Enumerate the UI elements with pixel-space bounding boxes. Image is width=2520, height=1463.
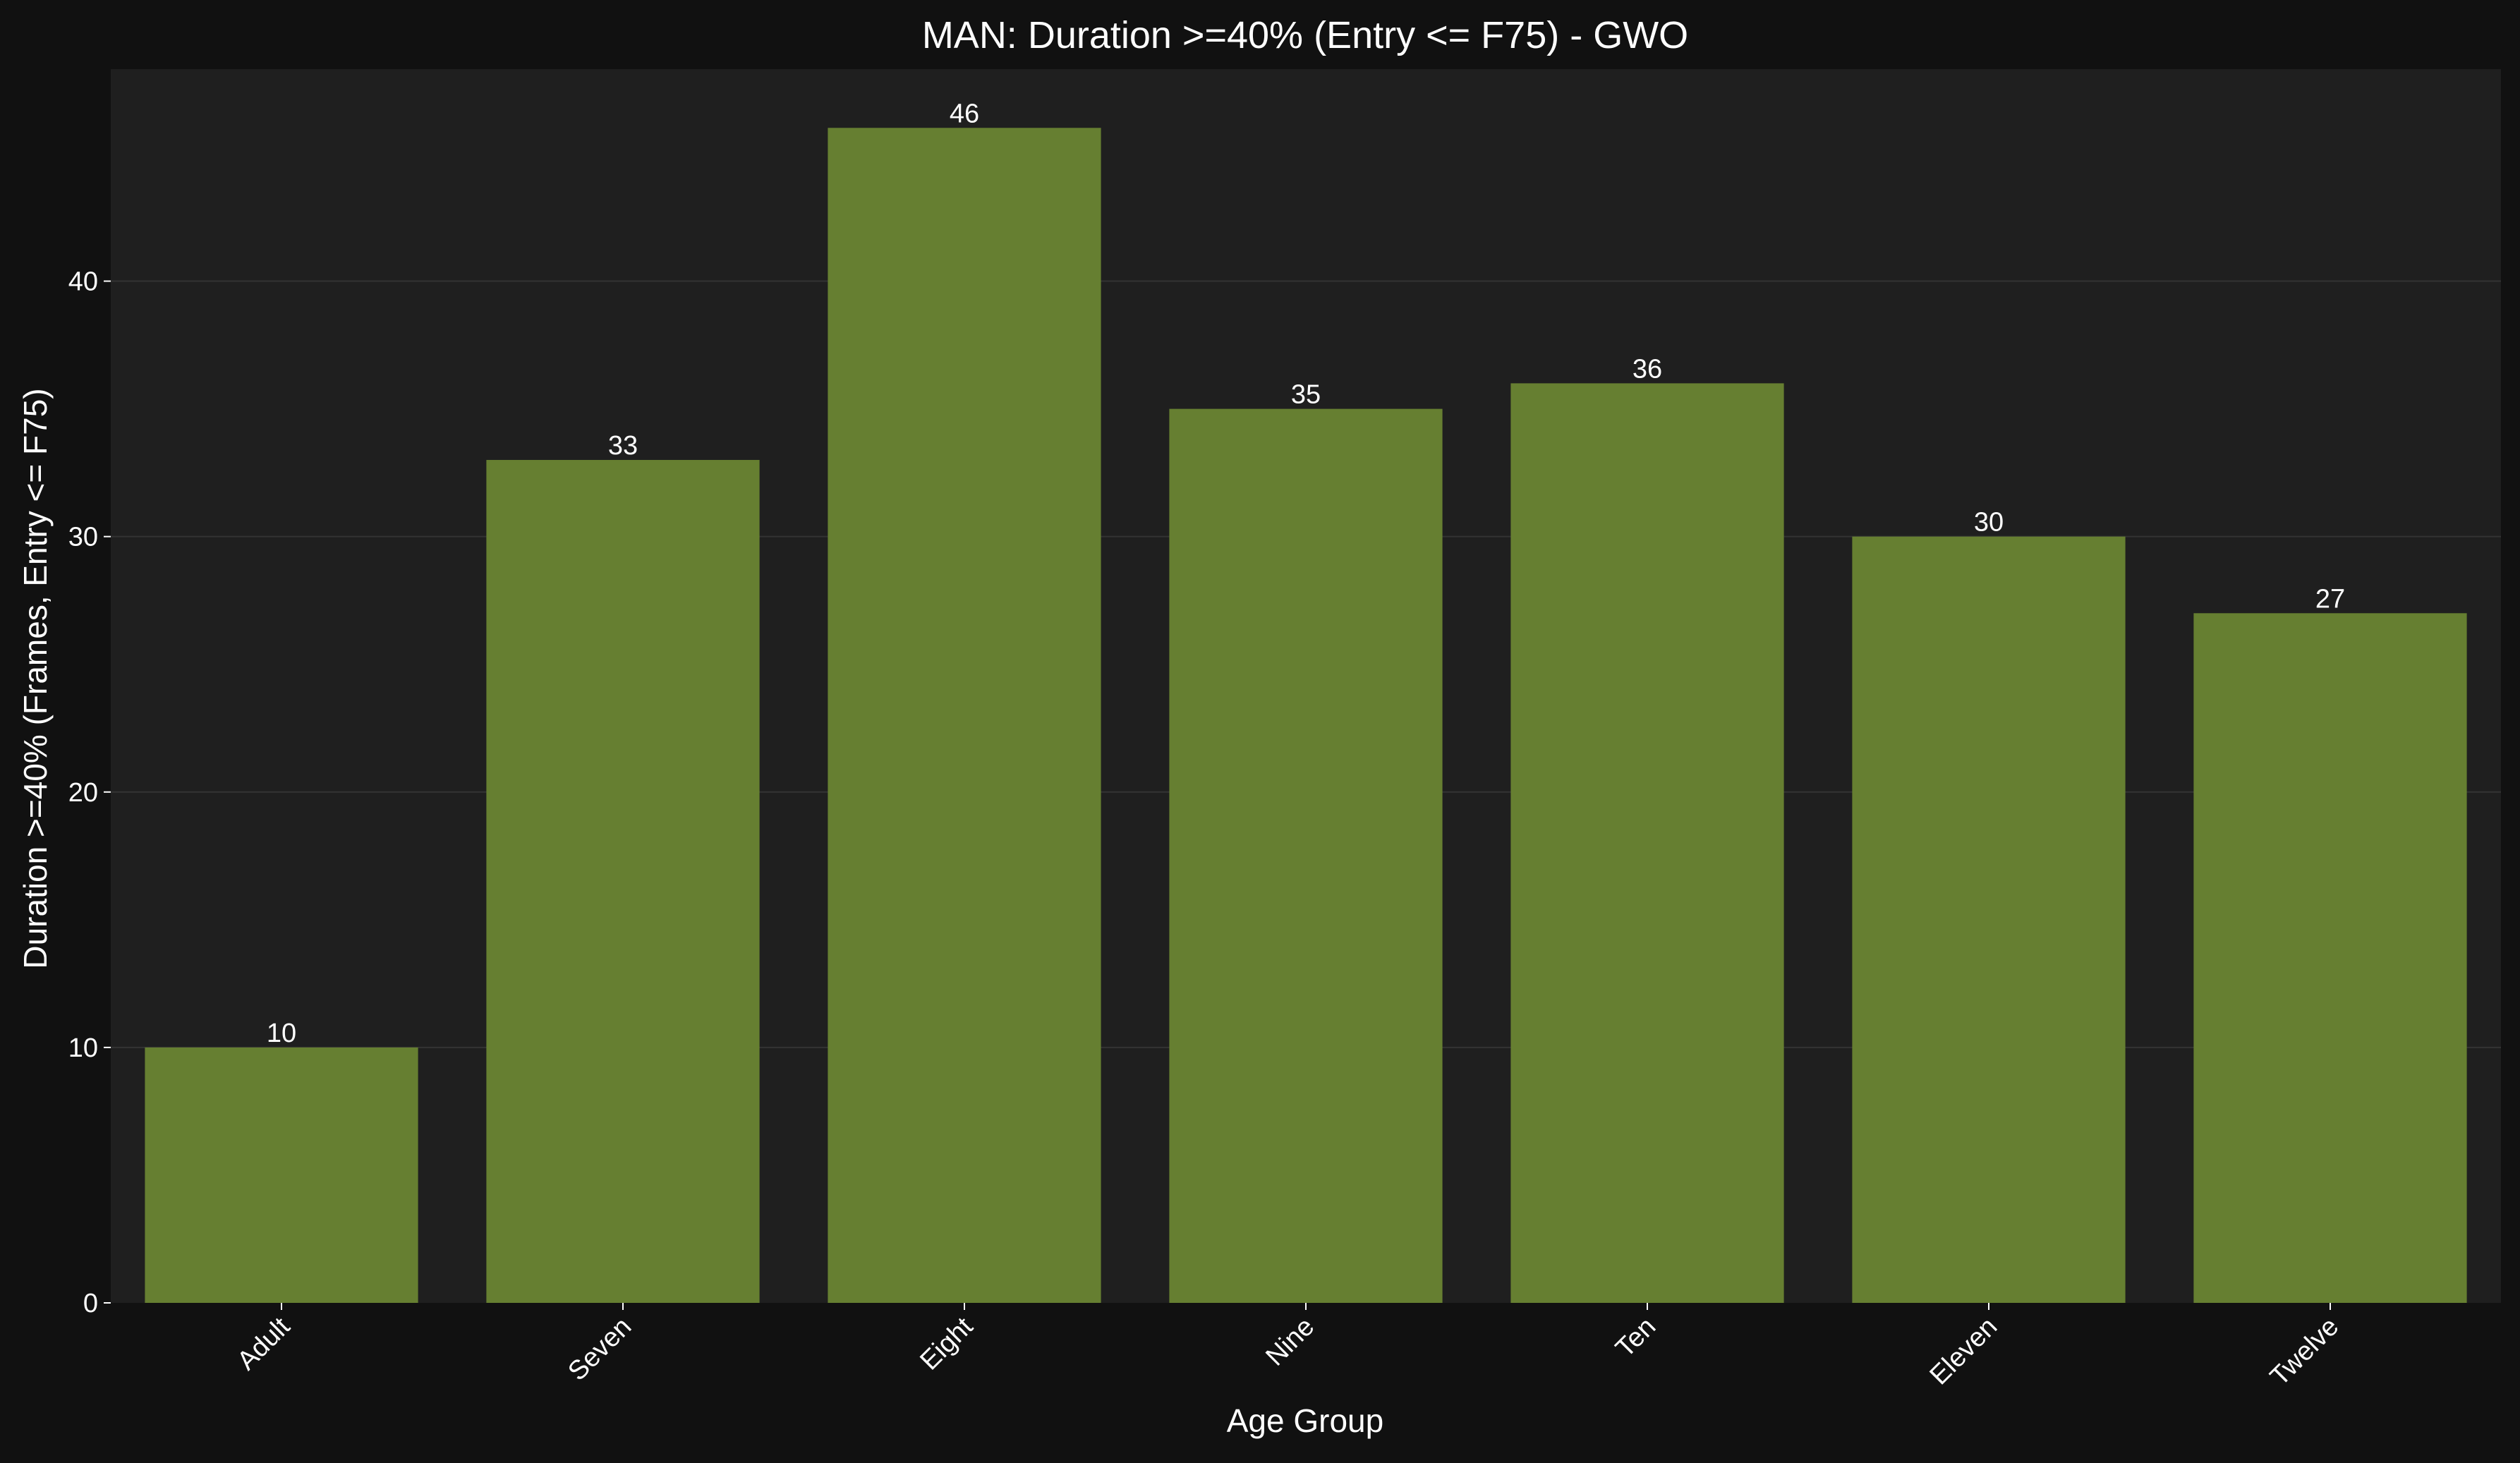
y-tick-label: 40 xyxy=(68,267,98,297)
y-tick-label: 0 xyxy=(83,1289,98,1318)
data-label: 46 xyxy=(950,99,979,128)
data-label: 10 xyxy=(267,1019,296,1048)
data-label: 30 xyxy=(1974,508,2004,538)
y-tick-label: 30 xyxy=(68,523,98,552)
y-tick-label: 20 xyxy=(68,778,98,808)
bar-eight xyxy=(828,128,1101,1303)
chart-title: MAN: Duration >=40% (Entry <= F75) - GWO xyxy=(922,14,1688,56)
bar-adult xyxy=(145,1047,418,1303)
y-tick-label: 10 xyxy=(68,1033,98,1063)
data-label: 35 xyxy=(1291,380,1321,410)
bars: 10 33 46 35 36 30 27 xyxy=(145,99,2467,1304)
y-axis-title: Duration >=40% (Frames, Entry <= F75) xyxy=(17,388,54,969)
bar-twelve xyxy=(2193,613,2467,1303)
bar-nine xyxy=(1169,408,1443,1304)
bar-eleven xyxy=(1852,536,2126,1304)
data-label: 36 xyxy=(1632,354,1662,384)
data-label: 33 xyxy=(608,431,638,461)
y-axis-ticks: 0 10 20 30 40 xyxy=(68,267,111,1318)
bar-ten xyxy=(1510,383,1784,1304)
x-axis-title: Age Group xyxy=(1227,1402,1383,1439)
bar-seven xyxy=(486,460,760,1304)
data-label: 27 xyxy=(2315,584,2345,614)
